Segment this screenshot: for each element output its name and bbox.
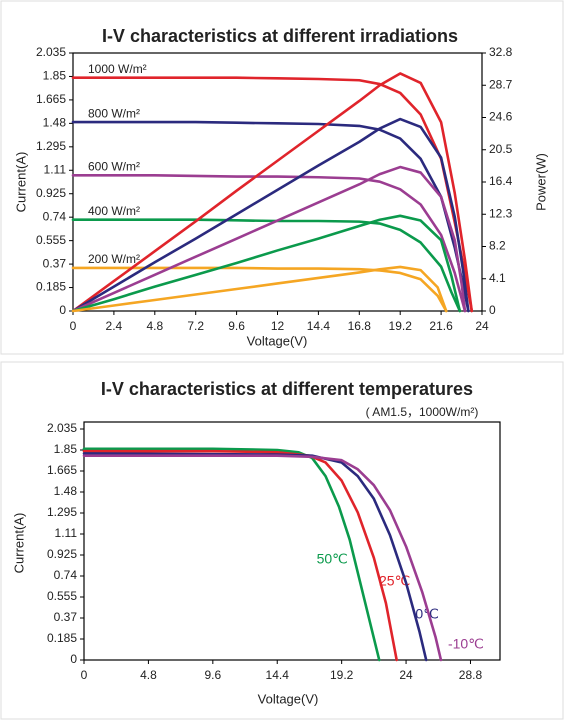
series-label: 200 W/m² (88, 252, 140, 266)
y-tick-label: 1.48 (54, 484, 78, 498)
series-label: 25℃ (379, 573, 410, 589)
y2-tick-label: 8.2 (489, 239, 506, 253)
y-tick-label: 0.37 (43, 256, 67, 270)
y-tick-label: 0 (70, 652, 77, 666)
y-tick-label: 0.555 (36, 233, 66, 247)
y2-tick-label: 20.5 (489, 142, 513, 156)
data-line (71, 165, 467, 313)
y-tick-label: 0.925 (36, 186, 66, 200)
data-line (82, 454, 443, 662)
data-line (71, 218, 462, 313)
y2-tick-label: 16.4 (489, 174, 513, 188)
x-tick-label: 0 (81, 668, 88, 682)
x-tick-label: 14.4 (307, 319, 331, 333)
x-tick-label: 16.8 (348, 319, 372, 333)
y-tick-label: 1.295 (47, 505, 77, 519)
x-tick-label: 24 (399, 668, 413, 682)
y-tick-label: 1.665 (36, 92, 66, 106)
y-tick-label: 0.74 (54, 568, 78, 582)
data-line (71, 266, 448, 313)
y2-tick-label: 32.8 (489, 45, 513, 59)
y-tick-label: 0.74 (43, 209, 67, 223)
x-axis-label: Voltage(V) (247, 333, 308, 348)
chart-title: I-V characteristics at different irradia… (102, 26, 458, 46)
y-tick-label: 0.555 (47, 589, 77, 603)
data-line (71, 120, 470, 313)
y-tick-label: 0.925 (47, 547, 77, 561)
y-tick-label: 1.48 (43, 116, 67, 130)
x-tick-label: 14.4 (266, 668, 290, 682)
series-label: 50℃ (317, 551, 348, 567)
y2-tick-label: 4.1 (489, 271, 506, 285)
x-tick-label: 4.8 (146, 319, 163, 333)
panel (0, 361, 564, 720)
x-tick-label: 19.2 (330, 668, 354, 682)
y2-tick-label: 12.3 (489, 206, 513, 220)
y-axis-label: Current(A) (11, 513, 26, 574)
x-tick-label: 28.8 (459, 668, 483, 682)
y-tick-label: 1.665 (47, 463, 77, 477)
data-line (71, 174, 467, 313)
y2-tick-label: 28.7 (489, 77, 513, 91)
y-tick-label: 1.11 (44, 162, 67, 176)
y-tick-label: 0.185 (36, 280, 66, 294)
series-label: 800 W/m² (88, 106, 140, 120)
x-tick-label: 12 (271, 319, 285, 333)
y-axis-label: Current(A) (13, 152, 28, 213)
x-tick-label: 4.8 (140, 668, 157, 682)
x-tick-label: 2.4 (106, 319, 123, 333)
y2-tick-label: 24.6 (489, 110, 513, 124)
y-tick-label: 0.37 (54, 610, 78, 624)
x-tick-label: 21.6 (429, 319, 453, 333)
x-tick-label: 9.6 (204, 668, 221, 682)
y-tick-label: 1.295 (36, 139, 66, 153)
x-tick-label: 9.6 (228, 319, 245, 333)
data-line (71, 214, 462, 313)
x-tick-label: 0 (70, 319, 77, 333)
x-tick-label: 7.2 (187, 319, 204, 333)
data-line (82, 447, 381, 662)
y-tick-label: 0.185 (47, 631, 77, 645)
chart-subtitle: ( AM1.5，1000W/m²) (366, 405, 479, 419)
y2-tick-label: 0 (489, 303, 496, 317)
y-tick-label: 1.85 (43, 69, 67, 83)
data-line (71, 265, 448, 313)
x-axis-label: Voltage(V) (258, 691, 319, 706)
y-tick-label: 2.035 (36, 45, 66, 59)
data-line (82, 449, 398, 662)
x-tick-label: 19.2 (389, 319, 413, 333)
series-label: -10℃ (448, 636, 484, 652)
y-tick-label: 0 (59, 303, 66, 317)
data-line (71, 117, 470, 313)
series-label: 0℃ (415, 606, 439, 622)
series-label: 400 W/m² (88, 204, 140, 218)
y2-axis-label: Power(W) (533, 153, 548, 211)
series-label: 600 W/m² (88, 160, 140, 174)
data-line (71, 72, 474, 313)
y-tick-label: 1.11 (55, 526, 78, 540)
y-tick-label: 2.035 (47, 421, 77, 435)
chart-title: I-V characteristics at different tempera… (101, 379, 473, 399)
series-label: 1000 W/m² (88, 62, 147, 76)
y-tick-label: 1.85 (54, 442, 78, 456)
plot-frame (83, 421, 501, 661)
x-tick-label: 24 (475, 319, 489, 333)
